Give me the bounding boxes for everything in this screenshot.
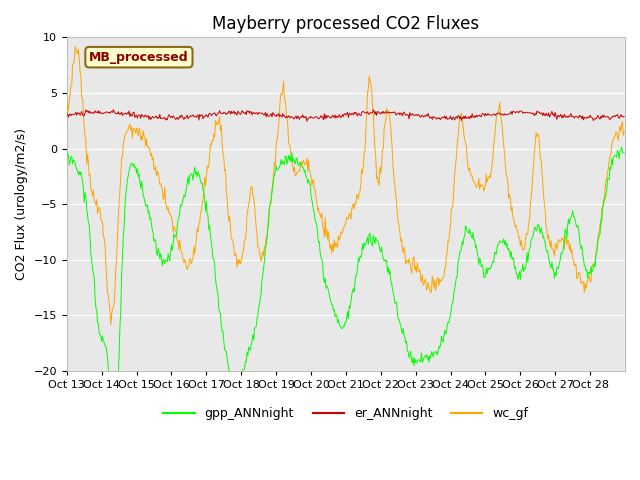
Text: MB_processed: MB_processed (89, 51, 189, 64)
Title: Mayberry processed CO2 Fluxes: Mayberry processed CO2 Fluxes (212, 15, 479, 33)
Y-axis label: CO2 Flux (urology/m2/s): CO2 Flux (urology/m2/s) (15, 128, 28, 280)
Legend: gpp_ANNnight, er_ANNnight, wc_gf: gpp_ANNnight, er_ANNnight, wc_gf (158, 402, 534, 425)
